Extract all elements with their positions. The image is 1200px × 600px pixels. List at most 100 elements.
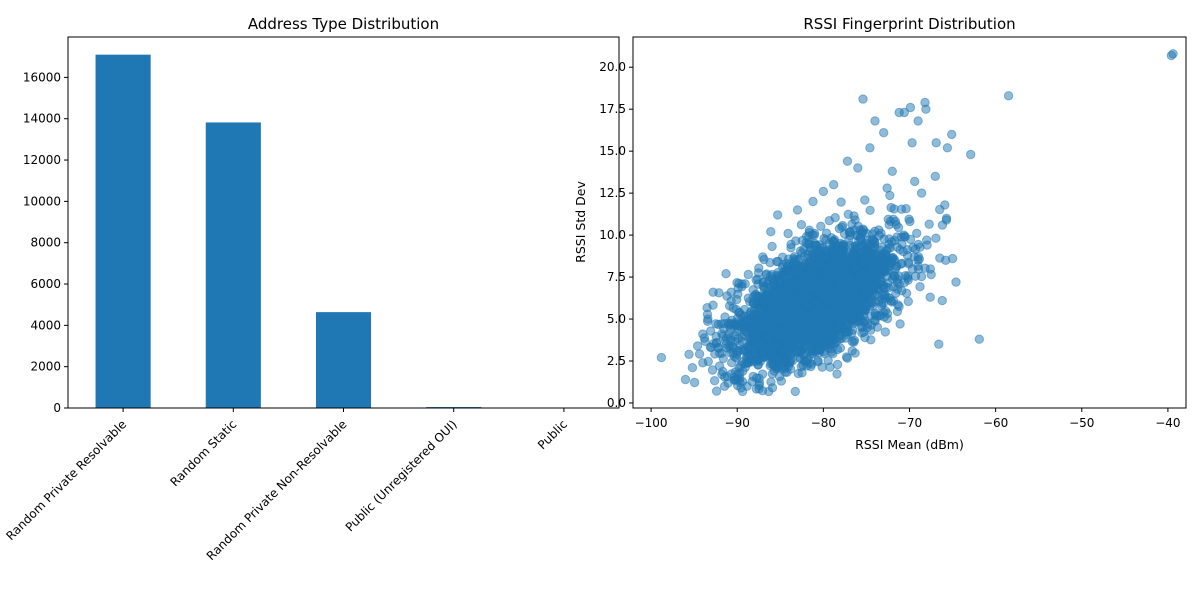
scatter-point [826,265,836,275]
scatter-point [904,259,914,269]
scatter-point [907,138,917,148]
scatter-point [849,211,859,221]
scatter-point [883,282,894,293]
scatter-point [895,245,905,255]
scatter-y-tick-label: 10.0 [599,228,626,242]
scatter-point [865,143,875,153]
scatter-point [834,323,844,334]
scatter-point [922,235,932,245]
scatter-point [887,166,897,177]
scatter-point [826,286,836,296]
scatter-point [903,275,913,285]
scatter-point [796,269,806,279]
scatter-point [790,278,800,288]
scatter-point [909,252,920,262]
scatter-point [871,249,882,260]
scatter-point [836,197,846,207]
scatter-point [810,312,821,322]
scatter-point [799,356,810,366]
scatter-x-tick-label: −100 [635,416,668,430]
scatter-point [717,348,727,358]
scatter-point [729,375,740,385]
scatter-x-tick-label: −70 [897,416,922,430]
scatter-point [732,278,742,288]
scatter-point [865,205,875,216]
scatter-point [698,329,708,339]
scatter-point [876,301,887,311]
scatter-point [849,250,860,261]
bar-y-tick-label: 12000 [23,153,61,167]
scatter-point [808,196,818,207]
scatter-point [842,156,853,166]
scatter-point [940,200,950,210]
scatter-x-tick-label: −60 [983,416,1008,430]
scatter-point [879,265,889,275]
scatter-point [844,227,855,238]
scatter-point [687,363,698,373]
scatter-point [838,303,849,313]
scatter-point [804,269,814,279]
scatter-point [694,349,705,359]
scatter-point [689,377,700,388]
scatter-point [805,283,815,294]
scatter-chart-title: RSSI Fingerprint Distribution [803,15,1015,33]
scatter-point [913,264,924,274]
scatter-point [817,362,827,372]
scatter-point [758,252,768,262]
scatter-point [931,138,941,148]
scatter-point [966,149,976,160]
bar-y-tick-label: 4000 [30,318,61,332]
scatter-point [913,116,923,126]
scatter-chart-x-axis: −100 −90 −80 −70 −60 −50 −40 [635,408,1181,430]
scatter-point [899,107,909,118]
scatter-point [790,386,800,397]
scatter-point [893,300,903,310]
scatter-point [746,322,756,332]
scatter-point [799,333,809,343]
scatter-point [754,373,764,384]
scatter-point [924,219,934,229]
scatter-point [755,322,765,333]
scatter-point [796,220,807,230]
scatter-point [951,277,961,287]
scatter-point [765,271,776,281]
scatter-point [726,287,736,297]
scatter-chart-frame [632,36,1187,409]
scatter-point [866,335,876,345]
scatter-point [858,310,869,321]
scatter-point [773,355,783,366]
scatter-point [1168,49,1178,59]
bar [205,122,261,408]
scatter-y-tick-label: 17.5 [599,102,626,116]
scatter-point [895,319,905,329]
scatter-point [749,345,760,355]
scatter-point [847,336,857,347]
scatter-point [684,349,694,359]
bar-y-tick-label: 14000 [23,112,61,126]
scatter-point [724,301,735,311]
scatter-point [915,282,925,292]
scatter-point [717,369,727,380]
scatter-point [905,102,916,113]
bar-y-tick-label: 0 [53,401,61,415]
scatter-y-tick-label: 5.0 [607,312,626,326]
scatter-y-tick-label: 0.0 [607,396,626,410]
scatter-point [656,352,667,363]
scatter-point [796,307,807,317]
scatter-point [788,335,798,346]
scatter-point [741,316,751,326]
scatter-point [860,195,870,205]
scatter-point [839,314,849,324]
scatter-x-tick-label: −50 [1069,416,1094,430]
scatter-point [813,356,823,366]
scatter-point [818,186,829,197]
scatter-point [934,339,944,349]
scatter-point [776,345,786,355]
scatter-point [783,228,793,239]
scatter-point [879,290,890,301]
scatter-point [703,314,713,324]
scatter-point [748,333,758,343]
scatter-point [818,292,828,302]
scatter-point [812,248,822,259]
scatter-point [795,320,805,330]
